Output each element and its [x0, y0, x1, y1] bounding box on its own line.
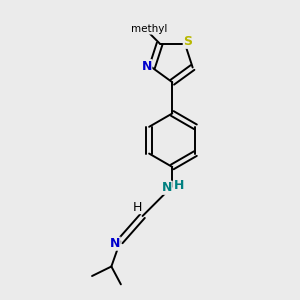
- Text: methyl: methyl: [131, 24, 168, 34]
- Text: H: H: [133, 201, 142, 214]
- Text: N: N: [110, 237, 120, 250]
- Text: S: S: [183, 35, 192, 48]
- Text: H: H: [174, 179, 184, 192]
- Text: N: N: [162, 181, 172, 194]
- Text: N: N: [141, 60, 152, 73]
